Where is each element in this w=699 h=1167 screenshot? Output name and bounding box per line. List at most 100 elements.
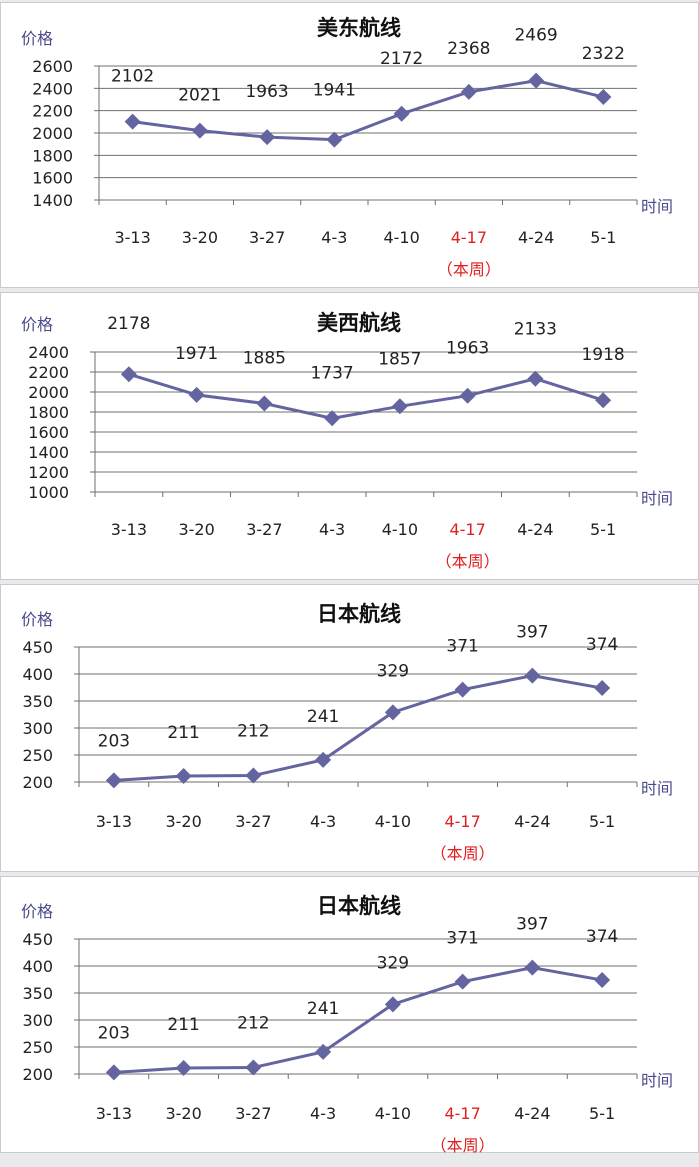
x-tick-label: 3-20 xyxy=(165,1104,201,1123)
x-tick-label: 3-13 xyxy=(111,520,147,539)
data-point xyxy=(245,768,261,784)
chart-panel-japan-2: 日本航线 价格 时间 200 250 300 350 400 450 3-13 3-20 3-27 4-… xyxy=(0,876,699,1153)
x-tick-label: 4-24 xyxy=(514,1104,550,1123)
x-tick-label: 4-17 xyxy=(449,520,485,539)
current-week-note: （本周） xyxy=(431,1136,495,1155)
x-tick-label: 4-17 xyxy=(444,812,480,831)
x-tick-label: 3-27 xyxy=(235,1104,271,1123)
data-label: 371 xyxy=(446,929,478,949)
y-tick-label: 1400 xyxy=(28,443,69,462)
data-label: 241 xyxy=(307,999,339,1019)
y-tick-label: 1400 xyxy=(32,191,73,210)
y-tick-label: 300 xyxy=(22,1011,53,1030)
data-label: 1918 xyxy=(581,345,624,365)
data-label: 374 xyxy=(586,927,618,947)
y-tick-label: 1600 xyxy=(32,169,73,188)
y-tick-label: 1600 xyxy=(28,423,69,442)
y-axis-label: 价格 xyxy=(21,902,53,921)
data-label: 371 xyxy=(446,637,478,657)
data-point xyxy=(595,89,611,105)
y-tick-label: 1800 xyxy=(32,146,73,165)
x-tick-label: 4-3 xyxy=(310,1104,336,1123)
y-tick-label: 1200 xyxy=(28,463,69,482)
data-label: 1737 xyxy=(310,363,353,383)
x-tick-label: 4-3 xyxy=(319,520,345,539)
chart-panel-us-east: 美东航线 价格 时间 1400 1600 1800 2000 2200 2400 2600 3-13… xyxy=(0,2,699,288)
data-point xyxy=(192,123,208,139)
data-label: 2102 xyxy=(111,67,154,87)
data-point xyxy=(594,680,610,696)
current-week-note: （本周） xyxy=(436,552,500,571)
data-label: 329 xyxy=(377,953,409,973)
data-label: 1963 xyxy=(245,82,288,102)
data-point xyxy=(461,84,477,100)
data-label: 212 xyxy=(237,722,269,742)
data-point xyxy=(524,960,540,976)
x-tick-label: 5-1 xyxy=(590,520,616,539)
data-point xyxy=(106,1064,122,1080)
x-tick-label: 4-10 xyxy=(375,812,411,831)
y-tick-label: 200 xyxy=(22,773,53,792)
data-label: 1941 xyxy=(313,81,356,101)
data-label: 329 xyxy=(377,661,409,681)
data-point xyxy=(256,396,272,412)
data-label: 203 xyxy=(98,731,130,751)
y-tick-label: 2400 xyxy=(28,343,69,362)
y-tick-label: 400 xyxy=(22,665,53,684)
x-tick-label: 4-24 xyxy=(514,812,550,831)
x-tick-label: 3-20 xyxy=(182,228,218,247)
data-label: 211 xyxy=(167,723,199,743)
y-tick-label: 2200 xyxy=(28,363,69,382)
data-point xyxy=(326,132,342,148)
data-label: 374 xyxy=(586,635,618,655)
x-tick-label: 3-13 xyxy=(114,228,150,247)
x-tick-label: 3-13 xyxy=(96,1104,132,1123)
y-tick-label: 2400 xyxy=(32,79,73,98)
data-point xyxy=(524,668,540,684)
data-point xyxy=(455,682,471,698)
data-point xyxy=(189,387,205,403)
chart-japan-2-svg: 日本航线价格时间2002503003504004503-13 3-20 3-27 4-… xyxy=(1,877,698,1167)
x-tick-label: 3-20 xyxy=(165,812,201,831)
data-point xyxy=(528,73,544,89)
x-tick-label: 3-27 xyxy=(249,228,285,247)
chart-title: 日本航线 xyxy=(317,894,401,918)
data-label: 397 xyxy=(516,623,548,643)
chart-title: 美西航线 xyxy=(317,311,401,335)
y-tick-label: 1000 xyxy=(28,483,69,502)
x-tick-label: 5-1 xyxy=(590,228,616,247)
data-point xyxy=(460,388,476,404)
data-label: 2133 xyxy=(514,320,557,340)
data-point xyxy=(595,392,611,408)
data-label: 1971 xyxy=(175,344,218,364)
x-tick-label: 3-13 xyxy=(96,812,132,831)
y-tick-label: 250 xyxy=(22,1038,53,1057)
data-label: 2322 xyxy=(582,44,625,64)
x-axis-label: 时间 xyxy=(641,779,673,798)
y-tick-label: 350 xyxy=(22,692,53,711)
data-label: 1857 xyxy=(378,349,421,369)
x-tick-label: 4-3 xyxy=(321,228,347,247)
y-tick-label: 250 xyxy=(22,746,53,765)
data-point xyxy=(527,371,543,387)
x-tick-label: 5-1 xyxy=(589,812,615,831)
x-tick-label: 3-20 xyxy=(178,520,214,539)
y-axis-label: 价格 xyxy=(21,315,53,334)
data-label: 397 xyxy=(516,915,548,935)
data-point xyxy=(455,974,471,990)
y-tick-label: 2200 xyxy=(32,102,73,121)
y-tick-label: 2000 xyxy=(28,383,69,402)
data-label: 2368 xyxy=(447,39,490,59)
data-label: 241 xyxy=(307,707,339,727)
y-tick-label: 450 xyxy=(22,930,53,949)
y-axis-label: 价格 xyxy=(21,29,53,48)
y-tick-label: 2600 xyxy=(32,57,73,76)
chart-title: 美东航线 xyxy=(317,16,401,40)
y-tick-label: 350 xyxy=(22,984,53,1003)
data-point xyxy=(259,129,275,145)
chart-panel-japan-1: 日本航线 价格 时间 200 250 300 350 400 450 3-13 3-20 3-27 4-… xyxy=(0,584,699,872)
x-tick-label: 4-24 xyxy=(518,228,554,247)
data-point xyxy=(245,1060,261,1076)
